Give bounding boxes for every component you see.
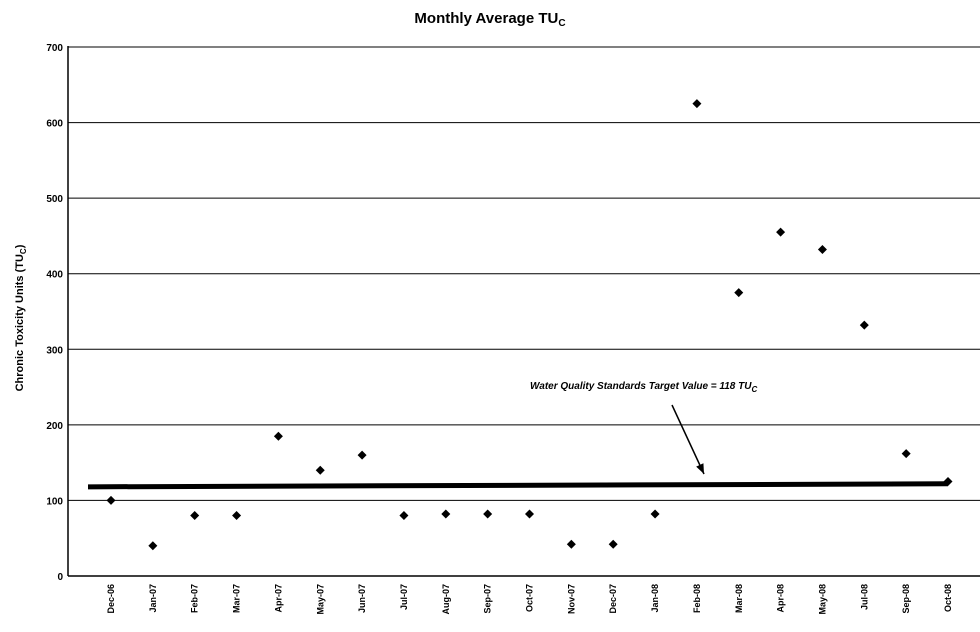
y-tick-label: 100 — [46, 496, 63, 507]
target-annotation: Water Quality Standards Target Value = 1… — [530, 381, 757, 394]
data-point — [566, 539, 576, 549]
y-tick-label: 200 — [46, 421, 63, 432]
y-tick-label: 700 — [46, 43, 63, 54]
data-point — [943, 477, 953, 487]
data-point — [315, 465, 325, 475]
x-tick-label: Jan-08 — [650, 584, 660, 613]
x-tick-label: Feb-07 — [190, 584, 200, 613]
x-tick-label: Apr-08 — [776, 584, 786, 613]
data-point — [650, 509, 660, 519]
x-tick-label: Dec-06 — [106, 584, 116, 614]
y-tick-label: 500 — [46, 194, 63, 205]
x-tick-label: Mar-08 — [734, 584, 744, 613]
x-tick-label: Nov-07 — [566, 584, 576, 614]
y-tick-labels: 0 100 200 300 400 500 600 700 — [46, 43, 63, 583]
data-point — [859, 320, 869, 330]
data-point — [525, 509, 534, 519]
data-point — [692, 99, 702, 109]
x-tick-label: Mar-07 — [232, 584, 242, 613]
x-tick-label: Dec-07 — [608, 584, 618, 614]
data-point — [608, 539, 618, 549]
y-tick-label: 300 — [46, 345, 63, 356]
y-tick-label: 400 — [46, 270, 63, 281]
data-point — [734, 288, 744, 298]
data-point — [357, 450, 367, 460]
x-tick-label: Jun-07 — [357, 584, 367, 613]
chart-title: Monthly Average TUC — [414, 10, 566, 29]
x-tick-label: May-07 — [315, 584, 325, 615]
data-points — [106, 99, 953, 551]
axes — [67, 46, 980, 577]
x-tick-label: Jan-07 — [148, 584, 158, 613]
x-tick-label: Oct-07 — [525, 584, 535, 612]
x-tick-label: May-08 — [817, 584, 827, 615]
data-point — [190, 511, 200, 521]
data-point — [232, 511, 242, 521]
data-point — [441, 509, 451, 519]
annotation-arrow — [671, 404, 705, 475]
data-point — [776, 227, 786, 237]
x-tick-label: Aug-07 — [441, 584, 451, 615]
data-point — [273, 431, 283, 441]
x-tick-labels: Dec-06 Jan-07 Feb-07 Mar-07 Apr-07 May-07 Jun-… — [106, 584, 953, 615]
data-point — [817, 245, 827, 255]
gridlines — [68, 46, 980, 501]
x-tick-label: Sep-08 — [901, 584, 911, 614]
x-tick-label: Jul-08 — [859, 584, 869, 610]
data-point — [483, 509, 493, 519]
y-tick-label: 600 — [46, 119, 63, 130]
x-tick-label: Apr-07 — [273, 584, 283, 613]
x-tick-label: Sep-07 — [483, 584, 493, 614]
x-tick-label: Feb-08 — [692, 584, 702, 613]
data-point — [399, 511, 409, 521]
data-point — [106, 495, 116, 505]
target-value-line — [87, 481, 949, 490]
x-tick-label: Jul-07 — [399, 584, 409, 610]
y-tick-label: 0 — [57, 572, 63, 583]
data-point — [148, 541, 158, 551]
annotation-arrow-head — [696, 463, 704, 474]
data-point — [901, 449, 911, 459]
x-tick-label: Oct-08 — [943, 584, 953, 612]
